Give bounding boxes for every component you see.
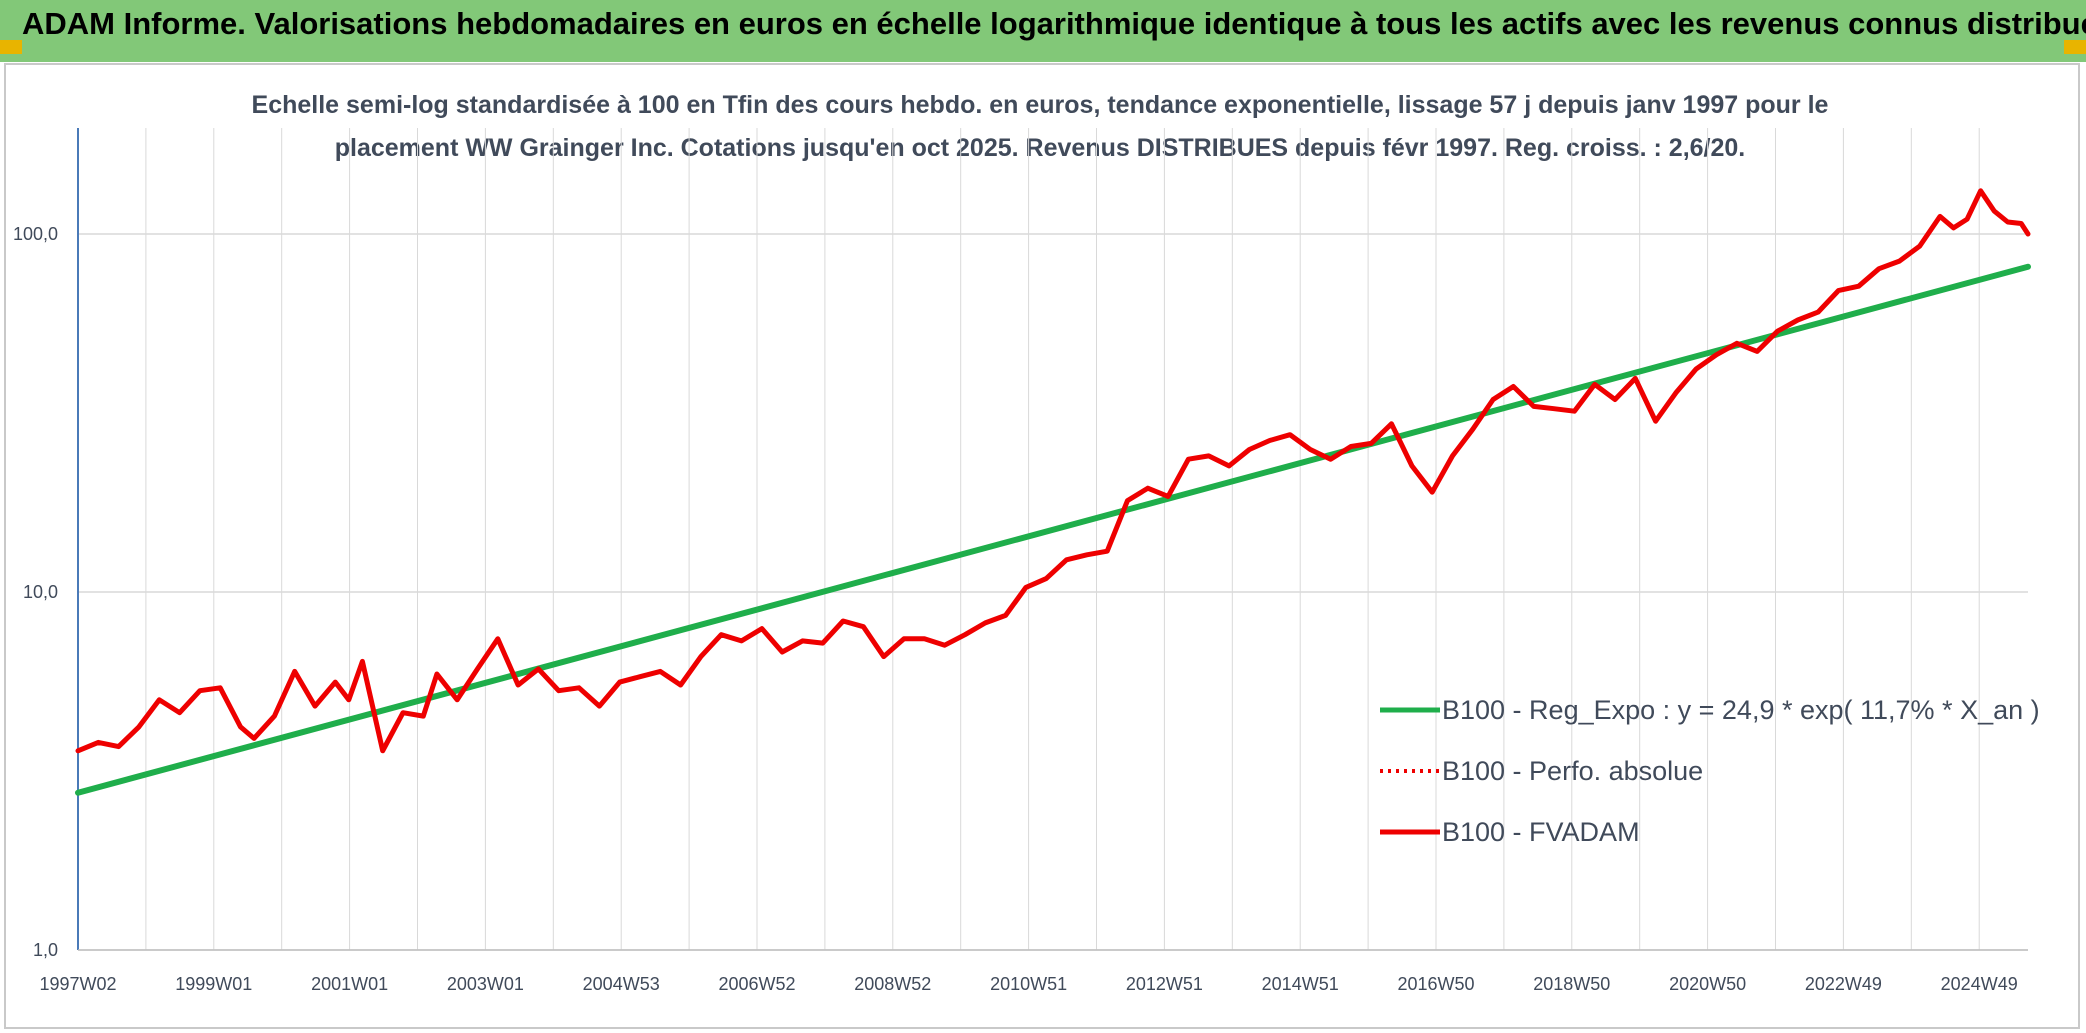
series-lines <box>75 188 2031 796</box>
legend-label: B100 - Perfo. absolue <box>1442 756 1703 786</box>
x-tick-label: 2014W51 <box>1262 974 1339 994</box>
x-tick-label: 1997W02 <box>39 974 116 994</box>
chart-subtitle: Echelle semi-log standardisée à 100 en T… <box>140 84 1940 170</box>
corner-marker-left <box>0 40 22 54</box>
axes: 1997W02 1999W01 2001W01 2003W01 2004W53 2006W… <box>13 128 2028 994</box>
x-tick-label: 2004W53 <box>583 974 660 994</box>
x-tick-label: 1999W01 <box>175 974 252 994</box>
grid-lines <box>77 128 2028 951</box>
fvadam-line <box>75 188 2031 754</box>
subtitle-line-2: placement WW Grainger Inc. Cotations jus… <box>334 134 1746 162</box>
header-banner: ADAM Informe. Valorisations hebdomadaire… <box>0 0 2086 62</box>
x-tick-label: 2001W01 <box>311 974 388 994</box>
y-tick-label: 100,0 <box>13 224 58 244</box>
y-tick-label: 10,0 <box>23 582 58 602</box>
x-tick-label: 2020W50 <box>1669 974 1746 994</box>
x-tick-label: 2022W49 <box>1805 974 1882 994</box>
x-tick-label: 2016W50 <box>1397 974 1474 994</box>
x-tick-label: 2003W01 <box>447 974 524 994</box>
legend-label: B100 - FVADAM <box>1442 817 1640 847</box>
corner-marker-right <box>2064 40 2086 54</box>
x-tick-label: 2008W52 <box>854 974 931 994</box>
y-tick-label: 1,0 <box>33 940 58 960</box>
x-tick-label: 2024W49 <box>1941 974 2018 994</box>
x-tick-label: 2010W51 <box>990 974 1067 994</box>
subtitle-line-1: Echelle semi-log standardisée à 100 en T… <box>251 91 1829 119</box>
regression-line <box>75 263 2031 796</box>
legend-label: B100 - Reg_Expo : y = 24,9 * exp( 11,7% … <box>1442 695 2040 725</box>
x-tick-label: 2006W52 <box>718 974 795 994</box>
report-title: ADAM Informe. Valorisations hebdomadaire… <box>22 6 2086 41</box>
x-tick-label: 2018W50 <box>1533 974 1610 994</box>
chart-legend: B100 - Reg_Expo : y = 24,9 * exp( 11,7% … <box>1380 695 2040 847</box>
x-tick-label: 2012W51 <box>1126 974 1203 994</box>
